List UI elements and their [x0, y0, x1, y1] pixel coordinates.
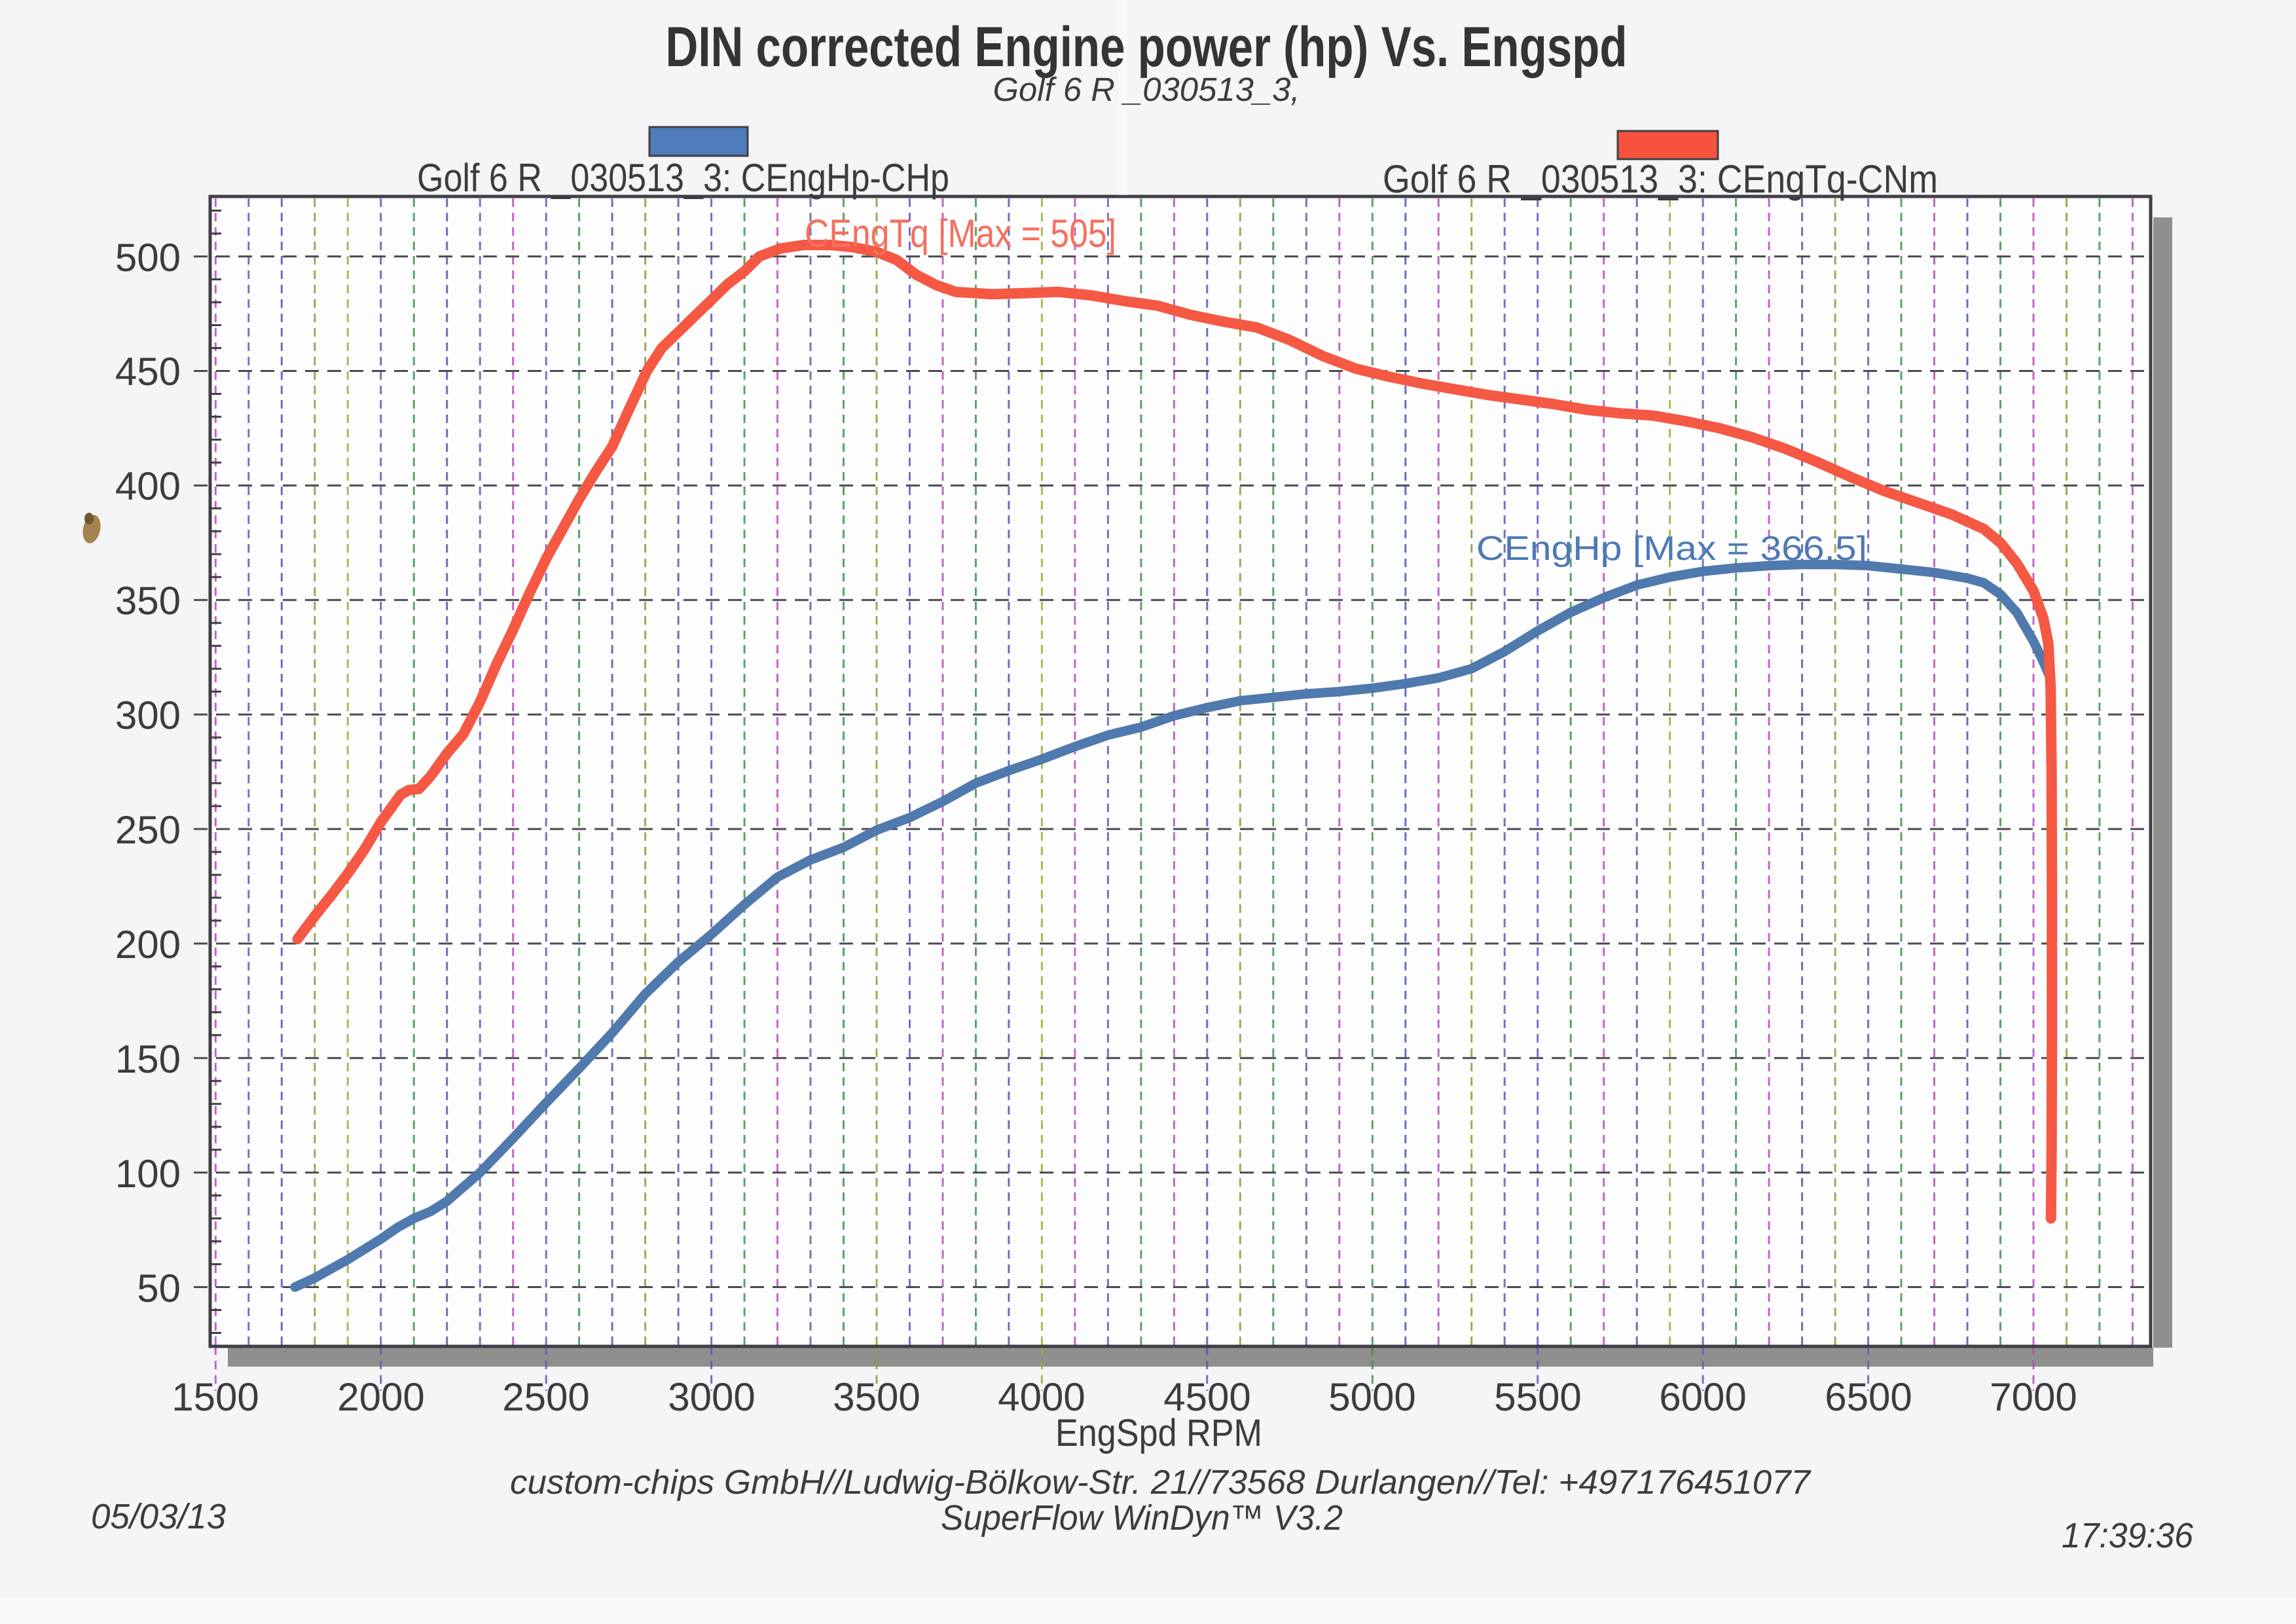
svg-text:250: 250 [115, 808, 181, 852]
svg-text:5000: 5000 [1328, 1375, 1415, 1419]
svg-text:3000: 3000 [668, 1375, 755, 1419]
svg-text:Golf 6 R _030513_3: CEngHp-CHp: Golf 6 R _030513_3: CEngHp-CHp [417, 156, 949, 200]
svg-text:CEngTq [Max = 505]: CEngTq [Max = 505] [805, 212, 1116, 255]
svg-text:4500: 4500 [1163, 1375, 1250, 1419]
svg-text:200: 200 [115, 923, 181, 967]
svg-text:17:39:36: 17:39:36 [2062, 1516, 2194, 1555]
svg-text:150: 150 [115, 1037, 181, 1081]
svg-text:4000: 4000 [998, 1375, 1085, 1419]
svg-text:300: 300 [115, 693, 181, 737]
svg-text:500: 500 [115, 236, 181, 280]
svg-text:Golf 6 R _030513_3: CEngTq-CNm: Golf 6 R _030513_3: CEngTq-CNm [1383, 157, 1938, 201]
svg-text:450: 450 [115, 350, 181, 394]
svg-text:EngSpd RPM: EngSpd RPM [1055, 1412, 1262, 1454]
svg-text:Golf 6 R _030513_3,: Golf 6 R _030513_3, [993, 71, 1300, 108]
svg-text:7000: 7000 [1990, 1375, 2077, 1419]
svg-text:100: 100 [115, 1152, 181, 1196]
svg-text:05/03/13: 05/03/13 [91, 1497, 226, 1536]
svg-text:custom-chips GmbH//Ludwig-Bölk: custom-chips GmbH//Ludwig-Bölkow-Str. 21… [510, 1464, 1812, 1502]
svg-text:6000: 6000 [1659, 1375, 1746, 1419]
svg-text:CEngHp [Max = 366.5]: CEngHp [Max = 366.5] [1476, 530, 1867, 568]
svg-text:2000: 2000 [337, 1375, 424, 1419]
svg-text:DIN corrected Engine power (hp: DIN corrected Engine power (hp) Vs. Engs… [666, 16, 1628, 79]
svg-text:2500: 2500 [502, 1375, 589, 1419]
svg-text:400: 400 [115, 464, 181, 508]
svg-text:6500: 6500 [1825, 1375, 1912, 1419]
svg-text:5500: 5500 [1494, 1375, 1581, 1419]
svg-text:3500: 3500 [833, 1375, 920, 1419]
svg-text:SuperFlow WinDyn™ V3.2: SuperFlow WinDyn™ V3.2 [941, 1498, 1343, 1538]
svg-text:1500: 1500 [172, 1375, 259, 1419]
svg-text:350: 350 [115, 579, 181, 623]
svg-text:50: 50 [137, 1266, 181, 1310]
